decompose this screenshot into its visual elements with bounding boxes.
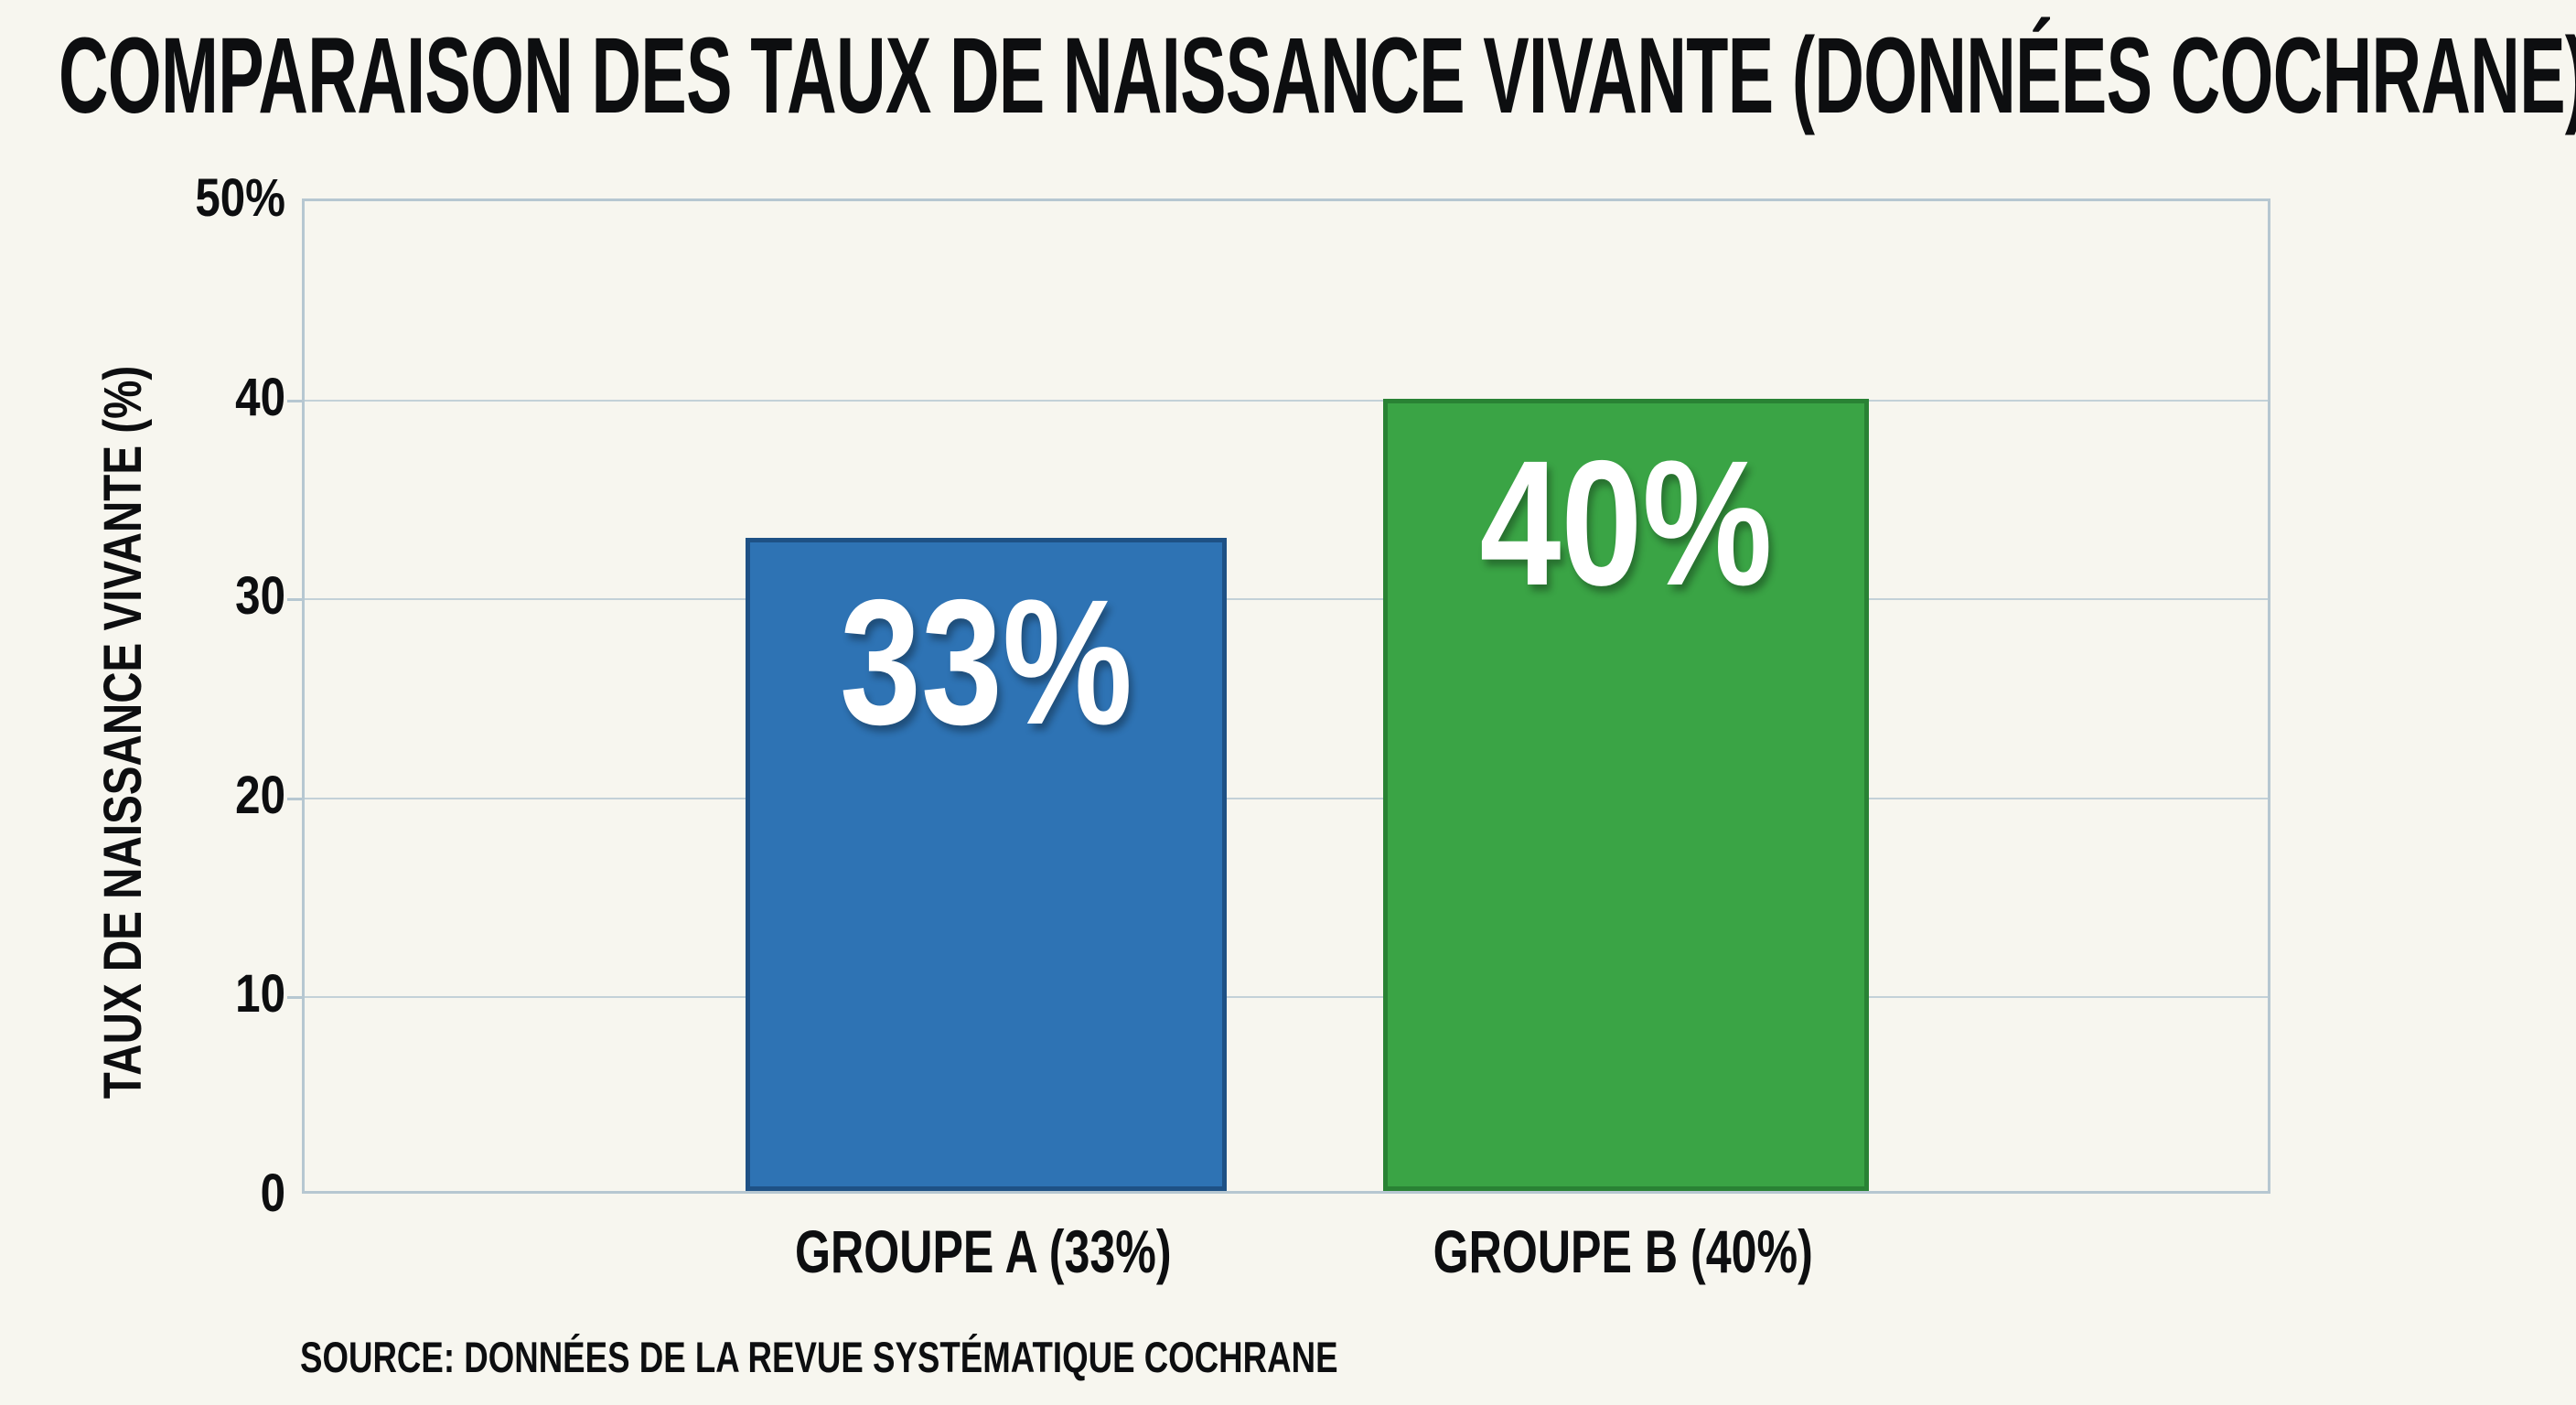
y-tick-label-40: 40 — [235, 367, 285, 427]
plot-area: 33% 40% — [287, 198, 2270, 1194]
y-axis-tick-40 — [287, 399, 302, 402]
bar-groupe-a: 33% — [746, 537, 1227, 1191]
bar-groupe-a-value-label: 33% — [839, 562, 1133, 762]
chart-title-text: COMPARAISON DES TAUX DE NAISSANCE VIVANT… — [59, 16, 2576, 136]
chart-title: COMPARAISON DES TAUX DE NAISSANCE VIVANT… — [59, 20, 2576, 133]
y-tick-label-30: 30 — [235, 566, 285, 627]
y-axis-tick-20 — [287, 797, 302, 800]
x-category-label-groupe-b-text: GROUPE B (40%) — [1433, 1217, 1814, 1285]
y-tick-label-0: 0 — [260, 1164, 285, 1223]
source-note-text: SOURCE: DONNÉES DE LA REVUE SYSTÉMATIQUE… — [300, 1333, 1338, 1381]
source-note: SOURCE: DONNÉES DE LA REVUE SYSTÉMATIQUE… — [300, 1334, 1631, 1381]
gridline-10 — [305, 996, 2268, 999]
y-axis-tick-10 — [287, 996, 302, 1000]
x-category-label-groupe-b: GROUPE B (40%) — [1304, 1218, 1944, 1285]
y-tick-label-20: 20 — [235, 765, 285, 825]
gridline-40 — [305, 399, 2268, 402]
x-category-label-groupe-a-text: GROUPE A (33%) — [795, 1217, 1172, 1285]
y-axis-tick-30 — [287, 598, 302, 602]
bar-groupe-b: 40% — [1383, 399, 1869, 1191]
y-tick-label-10: 10 — [235, 964, 285, 1024]
bar-groupe-b-value-label: 40% — [1479, 424, 1773, 624]
gridline-30 — [305, 598, 2268, 601]
gridline-20 — [305, 797, 2268, 799]
x-category-label-groupe-a: GROUPE A (33%) — [663, 1218, 1304, 1285]
y-tick-label-50: 50% — [195, 168, 285, 228]
